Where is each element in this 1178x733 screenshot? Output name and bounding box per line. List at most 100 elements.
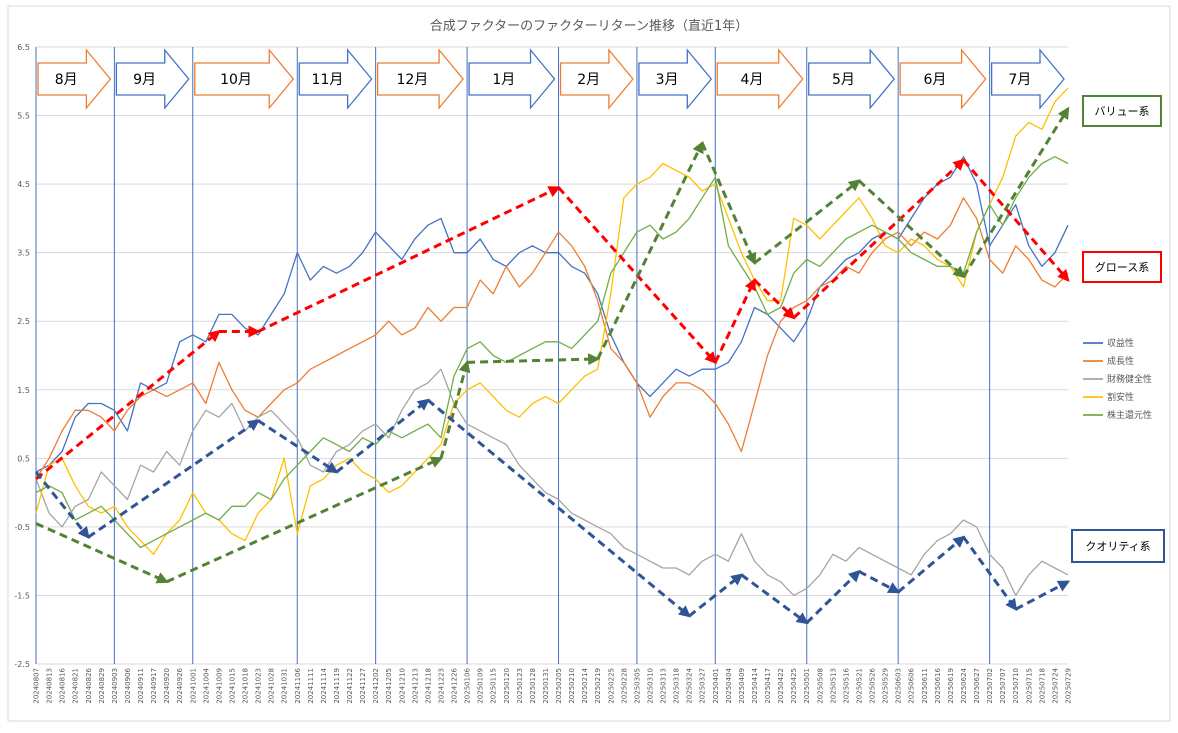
annotation-label: バリュー系 <box>1095 105 1150 118</box>
month-arrow-shape <box>559 48 634 110</box>
legend-label: 財務健全性 <box>1107 373 1152 385</box>
trend-arrow-segment <box>753 179 861 265</box>
month-arrow-shape <box>990 48 1065 110</box>
x-tick-label: 20250729 <box>1065 668 1073 704</box>
trend-arrow-segment <box>1015 580 1071 611</box>
x-tick-label: 20241202 <box>372 668 380 704</box>
x-tick-label: 20240829 <box>98 668 106 704</box>
x-tick-label: 20250123 <box>516 668 524 704</box>
x-tick-label: 20241001 <box>189 668 197 704</box>
series-line <box>35 197 1069 480</box>
x-tick-label: 20250115 <box>490 668 498 704</box>
trend-arrow-segment <box>596 140 704 360</box>
x-tick-label: 20241122 <box>346 668 354 704</box>
x-tick-label: 20240911 <box>137 668 145 704</box>
y-tick-label: 1.5 <box>17 386 30 395</box>
x-tick-label: 20240826 <box>85 667 93 703</box>
x-tick-label: 20250724 <box>1051 667 1059 703</box>
x-tick-label: 20250702 <box>986 668 994 704</box>
y-tick-label: 2.5 <box>17 317 30 326</box>
trend-arrow-segment <box>713 277 756 364</box>
x-tick-label: 20241127 <box>359 668 367 704</box>
x-tick-label: 20250120 <box>503 668 511 704</box>
x-tick-label: 20250627 <box>973 668 981 704</box>
month-arrow-shape <box>115 48 190 110</box>
trend-arrow-segment <box>962 536 1018 612</box>
month-label: 10月 <box>220 72 252 88</box>
trend-arrow-segment <box>35 329 221 481</box>
x-tick-label: 20250508 <box>816 668 824 704</box>
x-tick-label: 20240816 <box>59 667 67 703</box>
trend-arrow-segment <box>467 353 601 366</box>
x-tick-label: 20250109 <box>477 668 485 704</box>
trend-arrow-segment <box>897 535 966 594</box>
x-tick-label: 20250529 <box>882 668 890 704</box>
x-tick-label: 20250521 <box>855 668 863 704</box>
annotation-box <box>1082 251 1162 283</box>
month-label: 2月 <box>577 72 600 88</box>
month-arrow-shape <box>808 48 896 110</box>
trend-arrow-segment <box>439 360 471 459</box>
x-tick-label: 20250401 <box>712 668 720 704</box>
trend-arrow-segment <box>87 419 261 539</box>
x-tick-label: 20241028 <box>268 668 276 704</box>
x-tick-label: 20250425 <box>790 668 798 704</box>
trend-arrow-segment <box>857 179 966 279</box>
x-tick-label: 20250409 <box>738 668 746 704</box>
y-tick-label: 3.5 <box>17 249 30 258</box>
annotation-label: グロース系 <box>1095 260 1149 274</box>
trend-arrow-segment <box>688 573 744 618</box>
trend-arrow-segment <box>740 573 809 625</box>
month-arrow-shape <box>298 48 373 110</box>
x-tick-label: 20241119 <box>333 668 341 704</box>
x-tick-label: 20250404 <box>725 667 733 703</box>
y-tick-label: 4.5 <box>17 180 30 189</box>
x-tick-label: 20241023 <box>255 668 263 704</box>
x-tick-label: 20240926 <box>176 667 184 703</box>
x-tick-label: 20250414 <box>751 667 759 703</box>
x-tick-label: 20241213 <box>411 668 419 704</box>
legend-label: 成長性 <box>1107 355 1134 367</box>
legend-label: 株主還元性 <box>1107 409 1152 421</box>
x-tick-label: 20250710 <box>1012 668 1020 704</box>
y-tick-label: -0.5 <box>14 523 30 532</box>
x-tick-label: 20250214 <box>581 667 589 703</box>
x-tick-label: 20250327 <box>699 668 707 704</box>
gridlines <box>36 46 1068 665</box>
month-label: 9月 <box>133 72 156 88</box>
trend-arrow-segment <box>700 142 757 266</box>
x-tick-label: 20240807 <box>33 668 41 704</box>
x-tick-label: 20250324 <box>686 667 694 703</box>
month-label: 3月 <box>656 72 679 88</box>
month-label: 6月 <box>923 72 946 88</box>
x-tick-label: 20250606 <box>908 667 916 703</box>
y-tick-label: -2.5 <box>14 660 30 669</box>
month-arrow-shape <box>37 48 112 110</box>
series-line <box>35 368 1069 597</box>
month-arrow-shape <box>638 48 713 110</box>
x-tick-label: 20250210 <box>568 668 576 704</box>
legend-label: 割安性 <box>1107 391 1134 403</box>
series-lines <box>35 87 1069 597</box>
x-tick-label: 20250313 <box>660 668 668 704</box>
month-arrow-shape <box>716 48 804 110</box>
month-arrow-shape <box>468 48 556 110</box>
y-tick-label: -1.5 <box>14 591 30 600</box>
x-tick-label: 20240917 <box>150 668 158 704</box>
trend-arrow-segment <box>962 106 1070 278</box>
x-tick-label: 20241004 <box>202 667 210 703</box>
y-axis-tick-labels: 6.5 5.5 4.5 3.5 2.5 1.5 0.5 -0.5 -1.5 -2.5 <box>14 43 30 669</box>
x-axis-tick-labels: 20240807 20240813 20240816 20240821 20240826… <box>33 667 1073 703</box>
x-tick-label: 20250219 <box>594 668 602 704</box>
x-tick-label: 20250318 <box>673 668 681 704</box>
x-tick-label: 20250619 <box>947 668 955 704</box>
x-tick-label: 20250228 <box>620 668 628 704</box>
y-tick-label: 0.5 <box>17 454 30 463</box>
x-tick-label: 20250616 <box>934 667 942 703</box>
trend-arrow-segment <box>753 279 796 320</box>
x-tick-label: 20250513 <box>829 668 837 704</box>
x-tick-label: 20240821 <box>72 668 80 704</box>
